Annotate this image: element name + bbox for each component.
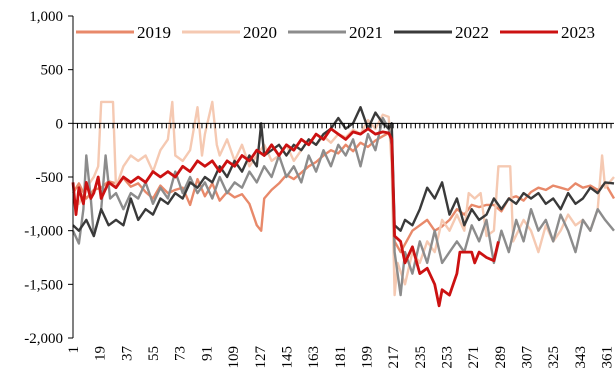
y-tick-label: 1,000 [29, 9, 63, 25]
series-layer [71, 100, 616, 308]
y-axis-labels: 1,000 500 0 -500 -1,000 -1,500 -2,000 [24, 9, 63, 347]
y-tick-label: 0 [56, 116, 64, 132]
x-tick-label: 127 [253, 346, 269, 369]
series-line-2021 [71, 116, 615, 297]
legend-label-2020: 2020 [243, 23, 277, 42]
legend-label-2022: 2022 [455, 23, 489, 42]
x-tick-label: 325 [546, 346, 562, 369]
legend: 2019 2020 2021 2022 2023 [76, 23, 595, 42]
x-tick-label: 217 [386, 346, 402, 369]
x-tick-label: 307 [520, 346, 536, 369]
y-axis-ticks [68, 15, 73, 339]
x-tick-label: 271 [466, 346, 482, 369]
y-tick-label: -500 [36, 170, 64, 186]
x-tick-label: 55 [146, 346, 162, 361]
x-tick-label: 37 [119, 346, 135, 362]
x-axis-ticks [72, 123, 612, 129]
x-tick-label: 145 [279, 346, 295, 369]
legend-label-2023: 2023 [561, 23, 595, 42]
x-tick-label: 1 [66, 346, 82, 354]
series-line-2023 [71, 127, 500, 308]
x-tick-label: 73 [173, 346, 189, 361]
x-axis-labels: 1 19 37 55 73 91 109 127 145 163 181 199 217 235 253 27… [66, 346, 616, 369]
series-line-2019 [71, 130, 616, 254]
x-tick-label: 289 [493, 346, 509, 369]
legend-label-2019: 2019 [137, 23, 171, 42]
x-tick-label: 199 [359, 346, 375, 369]
x-tick-label: 253 [440, 346, 456, 369]
x-tick-label: 163 [306, 346, 322, 369]
y-tick-label: -1,000 [24, 224, 63, 240]
x-tick-label: 343 [573, 346, 589, 369]
y-tick-label: -1,500 [24, 277, 63, 293]
x-tick-label: 181 [333, 346, 349, 369]
x-tick-label: 109 [226, 346, 242, 369]
x-tick-label: 91 [199, 346, 215, 361]
x-tick-label: 235 [413, 346, 429, 369]
x-tick-label: 361 [600, 346, 616, 369]
legend-label-2021: 2021 [349, 23, 383, 42]
y-tick-label: -2,000 [24, 331, 63, 347]
y-tick-label: 500 [41, 63, 64, 79]
x-tick-label: 19 [93, 346, 109, 361]
series-line-2022 [72, 106, 615, 238]
